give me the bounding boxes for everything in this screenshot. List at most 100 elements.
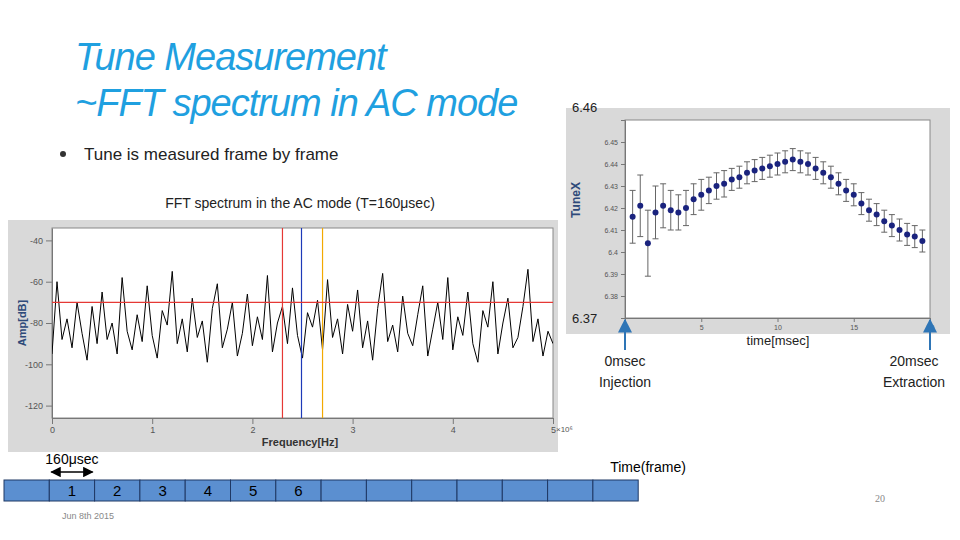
data-point	[843, 187, 849, 193]
data-point	[706, 187, 712, 193]
x-axis-title: time[msec]	[747, 333, 810, 348]
tick-label: -80	[30, 318, 43, 328]
tick: 6.38	[604, 293, 625, 300]
error-bar-cap	[645, 276, 651, 277]
reference-line	[282, 228, 283, 418]
error-bar	[683, 190, 689, 225]
data-point	[912, 234, 918, 240]
error-bar-cap	[874, 203, 880, 204]
error-bar-cap	[843, 201, 849, 202]
error-bar-cap	[736, 166, 742, 167]
tick-label: -120	[25, 401, 43, 411]
tick-label: 15	[850, 324, 858, 331]
plot-area	[625, 120, 930, 318]
frame-cell	[366, 480, 411, 501]
error-bar	[691, 184, 697, 215]
error-bar-cap	[851, 205, 857, 206]
error-bar-cap	[691, 183, 697, 184]
tick-mark	[46, 323, 52, 324]
error-bar-cap	[790, 170, 796, 171]
error-bar	[645, 210, 651, 276]
frame-cell	[321, 480, 366, 501]
error-bar	[919, 230, 925, 252]
frame-cell	[276, 480, 321, 501]
reference-line	[301, 228, 302, 418]
data-point	[782, 159, 788, 165]
error-bar-cap	[782, 172, 788, 173]
error-bar-cap	[797, 172, 803, 173]
data-point	[820, 170, 826, 176]
frame-cell	[548, 480, 593, 501]
error-bar-cap	[767, 155, 773, 156]
bullet-dot	[60, 151, 66, 157]
frame-label: 1	[68, 482, 76, 499]
error-bar	[912, 226, 918, 248]
error-bar-cap	[881, 232, 887, 233]
error-bar-cap	[889, 236, 895, 237]
error-bar	[904, 223, 910, 245]
data-point	[851, 192, 857, 198]
tick-label: 2	[250, 425, 255, 435]
error-bar-cap	[637, 175, 643, 176]
error-bar	[675, 195, 681, 230]
tick-mark	[46, 240, 52, 241]
error-bar	[653, 186, 659, 239]
tick-label: 1	[150, 425, 155, 435]
error-bar-cap	[897, 219, 903, 220]
axis-line	[53, 418, 554, 419]
range-label-bottom: 6.37	[572, 311, 597, 326]
error-bar-cap	[919, 252, 925, 253]
annotation-text: Extraction	[883, 374, 945, 390]
annotation-arrow	[624, 320, 626, 350]
axis-line	[626, 319, 931, 323]
error-bar	[736, 166, 742, 188]
annotation-text: Injection	[599, 374, 651, 390]
frame-label: 5	[249, 482, 257, 499]
error-bar-cap	[797, 150, 803, 151]
tick: 10	[774, 318, 782, 331]
error-bar-cap	[858, 192, 864, 193]
tick: -120	[25, 401, 52, 411]
error-bar-cap	[782, 150, 788, 151]
data-point	[919, 238, 925, 244]
frame-cell	[502, 480, 547, 501]
error-bar-cap	[897, 241, 903, 242]
data-point	[721, 181, 727, 187]
error-bar-cap	[729, 168, 735, 169]
data-point	[881, 218, 887, 224]
error-bar	[706, 177, 712, 203]
error-bar-cap	[851, 183, 857, 184]
error-bar-cap	[767, 177, 773, 178]
slide-title: ~FFT spectrum in AC mode	[75, 82, 517, 124]
data-point	[775, 161, 781, 167]
tick-label: 5	[700, 324, 704, 331]
frame-cell	[49, 480, 94, 501]
data-point	[729, 176, 735, 182]
tick-label: 6.44	[604, 161, 618, 168]
x-exponent: ×10⁶	[556, 425, 573, 434]
error-bar	[744, 162, 750, 184]
error-bar	[752, 160, 758, 182]
tick: 6.4	[608, 249, 625, 256]
data-point	[858, 201, 864, 207]
error-bar	[813, 157, 819, 179]
error-bar-cap	[683, 225, 689, 226]
error-bar-cap	[714, 199, 720, 200]
error-bar	[714, 173, 720, 199]
error-bar-cap	[866, 199, 872, 200]
error-bar-cap	[660, 183, 666, 184]
frame-cell	[95, 480, 140, 501]
tick-mark	[621, 252, 625, 253]
error-bar-cap	[698, 210, 704, 211]
error-bar-cap	[881, 210, 887, 211]
error-bar-cap	[919, 230, 925, 231]
x-axis-title: Frequency[Hz]	[262, 436, 339, 448]
tick-mark	[621, 186, 625, 187]
data-point	[767, 163, 773, 169]
tick-mark	[701, 318, 702, 322]
error-bar-cap	[820, 161, 826, 162]
data-point	[836, 181, 842, 187]
error-bar-cap	[805, 175, 811, 176]
frame-label: 2	[113, 482, 121, 499]
error-bar	[698, 179, 704, 210]
